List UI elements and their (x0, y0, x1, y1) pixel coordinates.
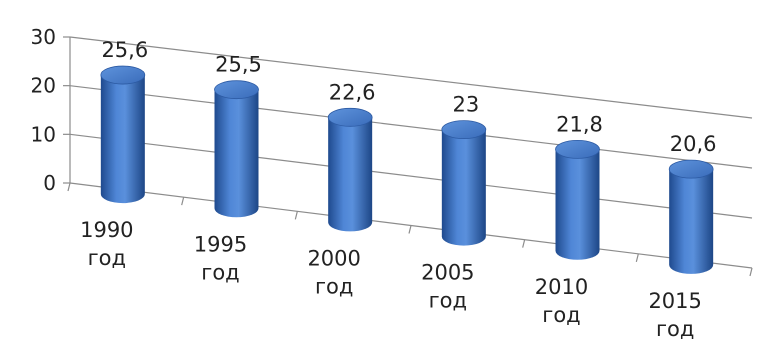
bar-top (441, 120, 487, 140)
axes (63, 36, 753, 277)
category-label: 2015 год (648, 289, 701, 341)
data-label: 20,6 (670, 132, 717, 156)
bar-top (214, 80, 259, 100)
bar (555, 149, 600, 260)
data-label: 25,5 (215, 53, 262, 77)
data-label: 22,6 (329, 80, 376, 104)
category-label: 2005 год (421, 261, 474, 313)
grid-line (69, 85, 753, 169)
y-tick-label: 10 (31, 122, 56, 146)
data-label: 21,8 (556, 112, 603, 136)
data-label: 25,6 (101, 38, 148, 62)
x-tick (294, 211, 298, 220)
bar (214, 89, 259, 218)
bars (100, 65, 714, 274)
grid-line (69, 36, 753, 119)
y-tick-label: 30 (31, 25, 56, 49)
category-label: 2000 год (307, 246, 360, 298)
x-tick (181, 197, 185, 206)
bar-top (327, 107, 373, 127)
bar-top (555, 139, 600, 159)
data-label: 23 (452, 93, 479, 117)
grid-lines (69, 36, 753, 219)
bar (669, 169, 714, 274)
grid-line (69, 133, 753, 219)
x-tick (749, 267, 753, 277)
bar-top (668, 159, 714, 179)
x-tick (67, 182, 71, 192)
x-tick (408, 225, 412, 234)
bar (100, 75, 145, 204)
category-label: 2010 год (535, 275, 588, 327)
category-label: 1990 год (80, 218, 133, 270)
y-tick-label: 0 (43, 171, 56, 195)
y-tick-label: 20 (31, 74, 56, 98)
x-tick (522, 239, 526, 248)
labels: 0 10 20 30 25,6 1990 год 25,5 1995 год 22,6 2000 год… (31, 25, 717, 341)
bar (441, 129, 486, 246)
bar (328, 117, 373, 232)
x-tick (635, 253, 639, 262)
bar-top (100, 65, 146, 85)
category-label: 1995 год (194, 232, 247, 284)
